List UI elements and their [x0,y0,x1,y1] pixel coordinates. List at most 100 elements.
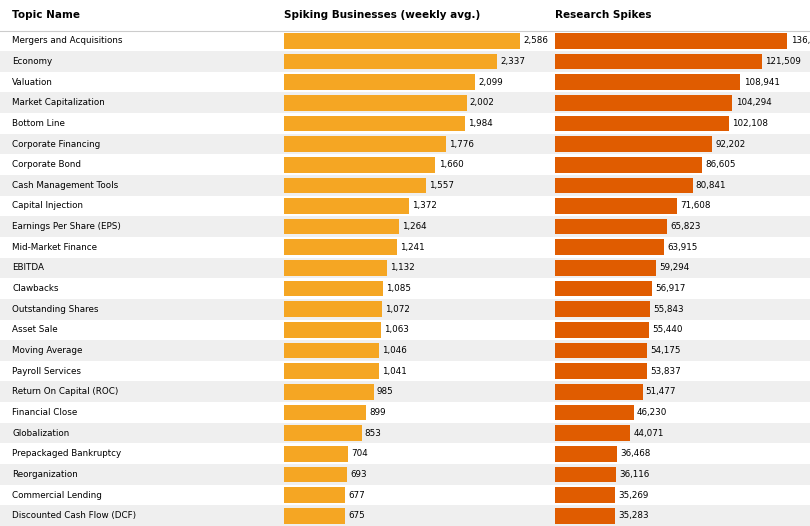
Text: Financial Close: Financial Close [12,408,78,417]
Text: 36,468: 36,468 [620,449,650,458]
Text: 677: 677 [348,491,365,500]
Text: Asset Sale: Asset Sale [12,326,58,335]
Text: 675: 675 [348,511,365,520]
Bar [0,134,810,155]
Text: 1,041: 1,041 [382,367,407,376]
Bar [284,425,361,441]
Text: 80,841: 80,841 [696,181,727,190]
Text: 899: 899 [369,408,386,417]
Text: 853: 853 [364,429,382,438]
Bar [555,116,729,132]
Bar [555,342,647,358]
Text: 1,241: 1,241 [400,243,425,252]
Bar [555,74,740,90]
Text: 108,941: 108,941 [744,78,779,87]
Text: EBITDA: EBITDA [12,264,45,272]
Bar [555,33,787,49]
Bar [0,258,810,278]
Bar [284,384,373,400]
Text: 104,294: 104,294 [735,98,771,107]
Bar [555,281,652,297]
Text: Mid-Market Finance: Mid-Market Finance [12,243,97,252]
Bar [284,116,465,132]
Text: Economy: Economy [12,57,53,66]
Bar [284,363,379,379]
Text: 1,132: 1,132 [390,264,415,272]
Text: 1,776: 1,776 [450,139,474,148]
Text: Bottom Line: Bottom Line [12,119,65,128]
Text: 985: 985 [377,387,394,396]
Bar [0,320,810,340]
Bar [0,237,810,258]
Bar [555,95,732,110]
Text: 1,264: 1,264 [403,222,427,231]
Text: 1,660: 1,660 [438,160,463,169]
Bar [284,198,409,214]
Bar [555,363,646,379]
Bar [284,95,467,110]
Bar [284,508,345,523]
Bar [0,0,810,31]
Text: Reorganization: Reorganization [12,470,78,479]
Text: Research Spikes: Research Spikes [555,10,651,21]
Bar [0,299,810,320]
Text: 35,283: 35,283 [618,511,649,520]
Text: 55,440: 55,440 [653,326,683,335]
Bar [555,404,633,420]
Text: 1,085: 1,085 [386,284,411,293]
Text: Capital Injection: Capital Injection [12,201,83,210]
Bar [0,485,810,505]
Bar [284,157,435,173]
Bar [284,322,381,338]
Text: Outstanding Shares: Outstanding Shares [12,305,99,313]
Text: 71,608: 71,608 [680,201,710,210]
Text: Spiking Businesses (weekly avg.): Spiking Businesses (weekly avg.) [284,10,480,21]
Text: Corporate Bond: Corporate Bond [12,160,81,169]
Bar [555,219,667,235]
Bar [555,322,650,338]
Bar [0,443,810,464]
Text: Mergers and Acquisitions: Mergers and Acquisitions [12,36,122,45]
Bar [284,219,399,235]
Text: 1,557: 1,557 [429,181,454,190]
Bar [555,260,656,276]
Bar [0,340,810,361]
Text: 54,175: 54,175 [650,346,681,355]
Bar [0,72,810,93]
Bar [284,342,379,358]
Text: 59,294: 59,294 [659,264,689,272]
Bar [284,54,497,69]
Text: 2,002: 2,002 [470,98,495,107]
Bar [555,177,693,193]
Text: 2,586: 2,586 [523,36,548,45]
Bar [284,467,347,482]
Bar [284,177,426,193]
Text: 136,491: 136,491 [791,36,810,45]
Bar [284,74,475,90]
Text: 2,337: 2,337 [501,57,526,66]
Bar [555,198,677,214]
Text: Valuation: Valuation [12,78,53,87]
Bar [555,467,616,482]
Bar [0,155,810,175]
Text: 2,099: 2,099 [479,78,504,87]
Text: 693: 693 [350,470,367,479]
Bar [284,33,520,49]
Text: Return On Capital (ROC): Return On Capital (ROC) [12,387,118,396]
Bar [0,381,810,402]
Bar [555,425,630,441]
Text: Payroll Services: Payroll Services [12,367,81,376]
Text: 121,509: 121,509 [765,57,801,66]
Text: Commercial Lending: Commercial Lending [12,491,102,500]
Bar [0,216,810,237]
Text: Earnings Per Share (EPS): Earnings Per Share (EPS) [12,222,121,231]
Text: Discounted Cash Flow (DCF): Discounted Cash Flow (DCF) [12,511,136,520]
Text: 704: 704 [351,449,368,458]
Text: Globalization: Globalization [12,429,70,438]
Text: 53,837: 53,837 [650,367,680,376]
Text: 65,823: 65,823 [670,222,701,231]
Text: 1,072: 1,072 [385,305,410,313]
Bar [0,196,810,216]
Bar [0,464,810,485]
Bar [0,113,810,134]
